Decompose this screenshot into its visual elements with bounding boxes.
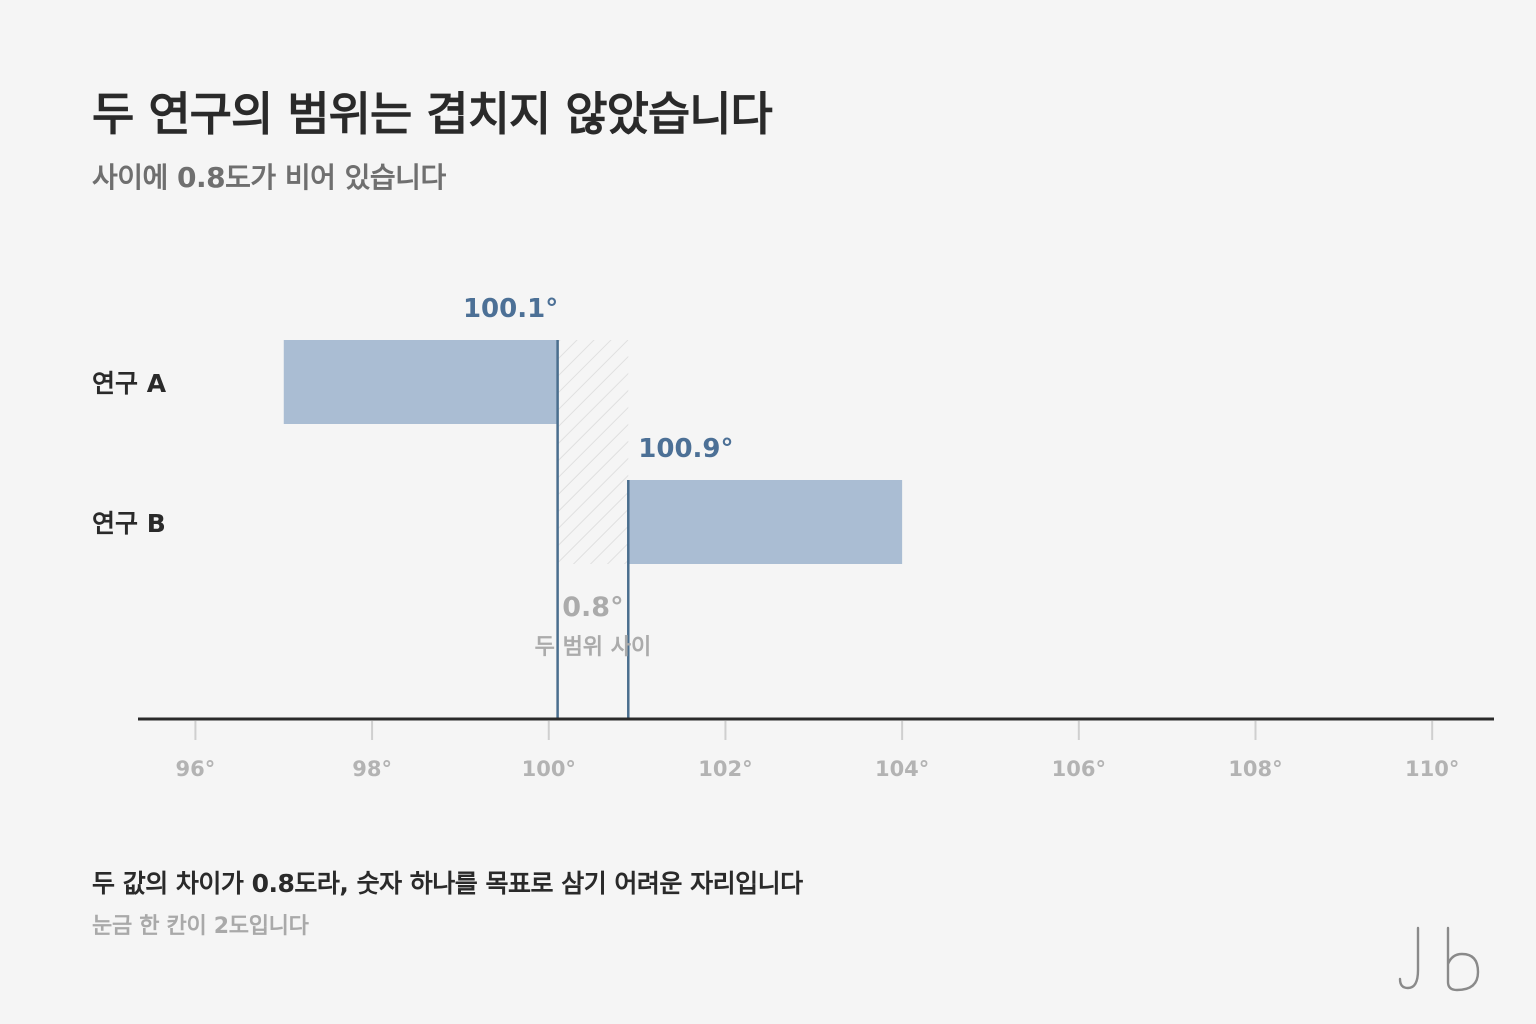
chart-footnote: 두 값의 차이가 0.8도라, 숫자 하나를 목표로 삼기 어려운 자리입니다: [92, 869, 803, 898]
category-label-a: 연구 A: [92, 369, 167, 398]
x-tick-label: 96°: [176, 757, 216, 781]
gap-hatch-region: [557, 340, 629, 564]
chart-title: 두 연구의 범위는 겹치지 않았습니다: [92, 87, 773, 141]
chart-footnote-sub: 눈금 한 칸이 2도입니다: [92, 914, 309, 939]
gap-value-label: 0.8°: [562, 592, 623, 623]
gap-sub-label: 두 범위 사이: [535, 635, 652, 660]
range-bar-b: [628, 480, 903, 564]
x-tick-label: 108°: [1228, 757, 1282, 781]
x-tick-label: 102°: [698, 757, 752, 781]
chart-subtitle: 사이에 0.8도가 비어 있습니다: [92, 161, 446, 194]
edge-label-a: 100.1°: [463, 294, 558, 324]
category-label-b: 연구 B: [92, 509, 166, 538]
range-bar-a: [283, 340, 558, 424]
edge-label-b: 100.9°: [638, 434, 733, 464]
brand-logo-icon: [1398, 926, 1480, 992]
x-tick-label: 104°: [875, 757, 929, 781]
range-chart: 96° 98° 100° 102° 104° 106° 108° 110° 100.1° 연구 …: [92, 294, 1494, 781]
x-tick-label: 100°: [522, 757, 576, 781]
x-tick-label: 98°: [352, 757, 392, 781]
x-tick-label: 106°: [1052, 757, 1106, 781]
x-tick-label: 110°: [1405, 757, 1459, 781]
